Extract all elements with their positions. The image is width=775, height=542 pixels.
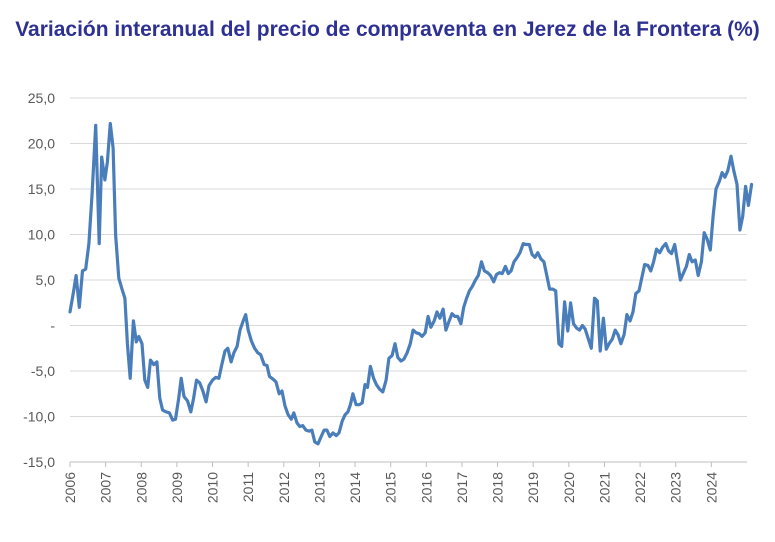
x-tick-label: 2023 — [668, 472, 684, 503]
x-tick-label: 2022 — [632, 472, 648, 503]
x-tick-label: 2019 — [525, 472, 541, 503]
x-tick-label: 2010 — [205, 472, 221, 503]
gridlines — [70, 97, 747, 417]
chart-title: Variación interanual del precio de compr… — [15, 18, 760, 41]
x-tick-label: 2008 — [133, 472, 149, 503]
series-line — [68, 121, 754, 446]
y-tick-label: 25,0 — [28, 90, 55, 106]
y-tick-label: -5,0 — [31, 363, 55, 379]
y-axis-ticks: 25,0 20,0 15,0 10,0 5,0 - -5,0 -10,0 -15,0 — [23, 90, 55, 470]
y-tick-label: -15,0 — [23, 454, 55, 470]
x-tick-label: 2009 — [169, 472, 185, 503]
y-tick-label: - — [50, 318, 55, 334]
x-tick-label: 2014 — [347, 472, 363, 503]
y-tick-label: -10,0 — [23, 409, 55, 425]
y-tick-label: 15,0 — [28, 181, 55, 197]
y-tick-label: 5,0 — [36, 272, 56, 288]
x-tick-label: 2012 — [276, 472, 292, 503]
x-axis-ticks: 2006 2007 2008 2009 2010 2011 2012 2013 2014 2015… — [62, 472, 719, 503]
x-tick-label: 2021 — [596, 472, 612, 503]
y-tick-label: 20,0 — [28, 136, 55, 152]
x-tick-label: 2015 — [383, 472, 399, 503]
x-tick-label: 2011 — [240, 472, 256, 502]
x-tick-label: 2007 — [98, 472, 114, 503]
x-tick-label: 2024 — [703, 472, 719, 503]
x-tick-label: 2013 — [311, 472, 327, 503]
x-tick-label: 2020 — [561, 472, 577, 503]
x-tick-label: 2016 — [418, 472, 434, 503]
y-tick-label: 10,0 — [28, 227, 55, 243]
x-axis — [69, 461, 747, 467]
x-tick-label: 2018 — [490, 472, 506, 503]
x-tick-label: 2017 — [454, 472, 470, 503]
x-tick-label: 2006 — [62, 472, 78, 503]
